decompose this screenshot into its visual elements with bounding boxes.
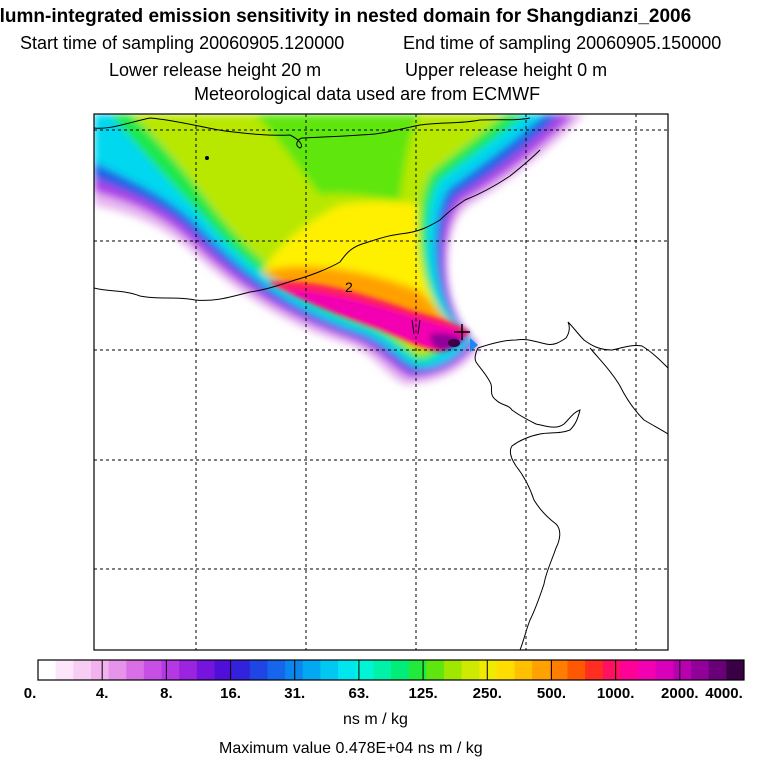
colorbar-label: 8. — [160, 685, 173, 702]
colorbar-swatch — [549, 660, 568, 680]
colorbar-label: 4000. — [705, 685, 743, 702]
colorbar-units: ns m / kg — [343, 711, 408, 728]
colorbar-label: 1000. — [596, 685, 635, 702]
start-time-label: Start time of sampling 20060905.120000 — [20, 33, 345, 53]
colorbar-swatch — [655, 660, 674, 680]
colorbar-swatch — [108, 660, 127, 680]
colorbar-swatch — [408, 660, 427, 680]
colorbar-swatch — [90, 660, 110, 680]
colorbar-swatch — [179, 660, 198, 680]
colorbar-label: 16. — [220, 685, 241, 702]
map-frame — [93, 113, 669, 651]
colorbar-swatch — [567, 660, 586, 680]
colorbar-swatch — [267, 660, 286, 680]
upper-release-height-label: Upper release height 0 m — [405, 60, 608, 80]
colorbar-label: 250. — [472, 685, 502, 702]
colorbar-label: 0. — [23, 685, 37, 702]
colorbar-swatch — [196, 660, 215, 680]
region-label: 2 — [345, 279, 353, 295]
colorbar-swatch — [708, 660, 727, 680]
colorbar — [37, 659, 745, 681]
colorbar-swatch — [126, 660, 145, 680]
colorbar-swatch — [532, 660, 551, 680]
colorbar-swatch — [161, 660, 180, 680]
plot-title: olumn-integrated emission sensitivity in… — [0, 6, 692, 27]
colorbar-swatch — [691, 660, 710, 680]
colorbar-label: 31. — [284, 685, 306, 702]
colorbar-swatch — [726, 660, 745, 680]
colorbar-swatch — [338, 660, 357, 680]
colorbar-swatch — [514, 660, 533, 680]
colorbar-swatch — [673, 660, 692, 680]
colorbar-label: 500. — [536, 685, 567, 702]
colorbar-swatch — [620, 660, 639, 680]
colorbar-swatch — [602, 660, 621, 680]
maximum-hotspot — [448, 339, 460, 347]
meteorological-data-label: Meteorological data used are from ECMWF — [194, 84, 541, 104]
colorbar-swatch — [479, 660, 498, 680]
coastlines — [94, 117, 668, 650]
colorbar-label: 125. — [408, 685, 438, 702]
receptor-marker — [454, 324, 470, 340]
colorbar-swatch — [373, 660, 392, 680]
colorbar-swatch — [391, 660, 410, 680]
colorbar-label: 63. — [348, 685, 370, 702]
colorbar-swatch — [232, 660, 251, 680]
lat-lon-grid — [94, 114, 668, 650]
colorbar-swatch — [214, 660, 233, 680]
colorbar-swatch — [461, 660, 480, 680]
colorbar-swatch — [638, 660, 657, 680]
colorbar-swatch — [143, 660, 163, 680]
colorbar-label: 4. — [95, 685, 109, 702]
end-time-label: End time of sampling 20060905.150000 — [403, 33, 722, 53]
colorbar-swatch — [443, 660, 463, 680]
colorbar-swatch — [285, 660, 304, 680]
colorbar-swatch — [55, 660, 74, 680]
colorbar-swatch — [249, 660, 268, 680]
colorbar-swatch — [585, 660, 604, 680]
colorbar-swatch — [302, 660, 321, 680]
maximum-value-label: Maximum value 0.478E+04 ns m / kg — [219, 740, 483, 757]
colorbar-frame — [37, 659, 745, 681]
colorbar-swatch — [355, 660, 374, 680]
colorbar-swatch — [73, 660, 92, 680]
colorbar-swatch — [38, 660, 57, 680]
colorbar-swatch — [320, 660, 339, 680]
lower-release-height-label: Lower release height 20 m — [109, 60, 322, 80]
colorbar-label: 2000. — [661, 685, 699, 702]
colorbar-swatch — [496, 660, 516, 680]
plume-field — [94, 114, 585, 385]
colorbar-swatch — [426, 660, 445, 680]
